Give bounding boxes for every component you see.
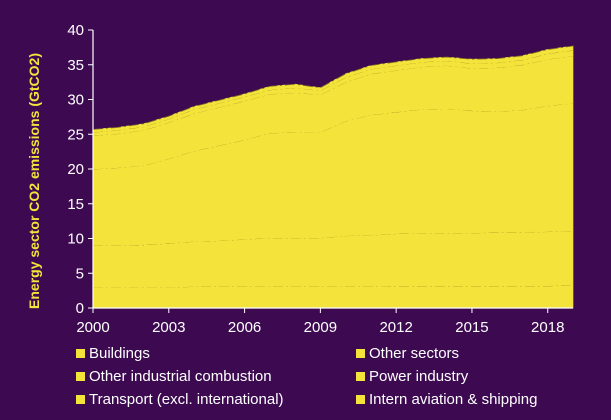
legend-swatch [356, 395, 365, 404]
area-intern-aviation-shipping [92, 45, 574, 133]
legend-item-power-industry: Power industry [356, 368, 468, 385]
x-tick-label: 2003 [152, 319, 185, 336]
y-tick-label: 25 [67, 126, 84, 143]
y-tick-label: 20 [67, 161, 84, 178]
legend-item-buildings: Buildings [76, 345, 150, 362]
area-buildings [92, 284, 574, 309]
legend-label: Other industrial combustion [89, 368, 272, 385]
y-tick-label: 5 [76, 265, 84, 282]
y-tick-label: 30 [67, 92, 84, 109]
y-axis-label: Energy sector CO2 emissions (GtCO2) [26, 53, 42, 309]
plot-area: 0 5 10 15 20 25 30 35 40 2000 2003 2006 2009 2012 2015… [26, 22, 574, 336]
x-tick-label: 2006 [228, 319, 261, 336]
legend-label: Buildings [89, 345, 150, 362]
boundary-intern-aviation-shipping [92, 45, 574, 130]
legend-label: Power industry [369, 368, 469, 385]
legend-swatch [356, 372, 365, 381]
legend-swatch [356, 349, 365, 358]
x-tick-label: 2012 [379, 319, 412, 336]
y-tick-label: 40 [67, 22, 84, 39]
y-tick-label: 0 [76, 300, 84, 317]
x-tick-label: 2009 [304, 319, 337, 336]
y-tick-label: 10 [67, 231, 84, 248]
x-tick-label: 2000 [76, 319, 109, 336]
y-tick-label: 15 [67, 196, 84, 213]
legend-label: Transport (excl. international) [89, 391, 284, 408]
legend-swatch [76, 349, 85, 358]
legend-item-other-industrial-combustion: Other industrial combustion [76, 368, 272, 385]
legend-item-intern-aviation-shipping: Intern aviation & shipping [356, 391, 537, 408]
legend-item-other-sectors: Other sectors [356, 345, 459, 362]
legend-label: Intern aviation & shipping [369, 391, 538, 408]
y-tick-label: 35 [67, 57, 84, 74]
legend-swatch [76, 372, 85, 381]
legend-swatch [76, 395, 85, 404]
x-tick-label: 2018 [531, 319, 564, 336]
legend-item-transport-excl-international: Transport (excl. international) [76, 391, 284, 408]
legend-label: Other sectors [369, 345, 460, 362]
x-tick-label: 2015 [455, 319, 488, 336]
